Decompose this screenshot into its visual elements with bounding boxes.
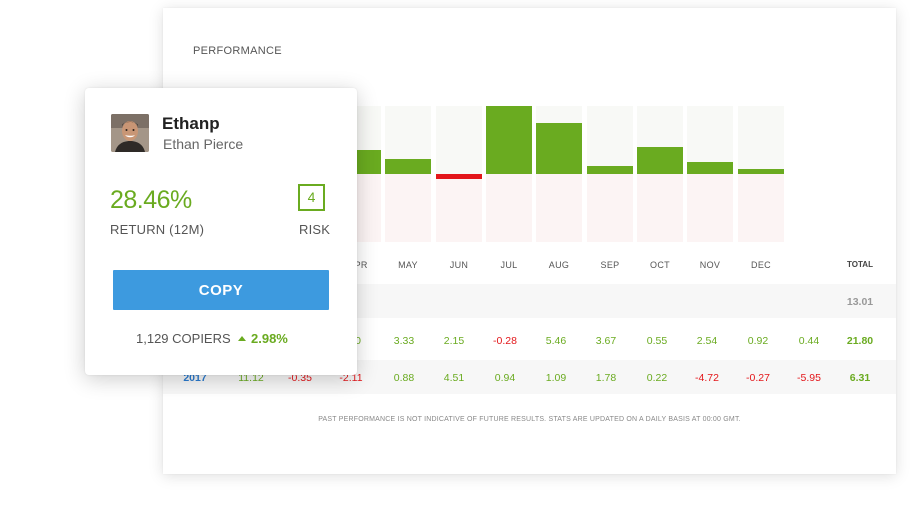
month-label: JUL: [500, 260, 518, 270]
bar-background: [385, 174, 431, 242]
bar-column: [738, 106, 784, 242]
bar-background: [436, 106, 482, 174]
month-label: SEP: [600, 260, 620, 270]
row-year: 2017: [183, 372, 207, 384]
row-cell: -2.11: [339, 372, 363, 384]
row-cell: -0.35: [288, 372, 312, 384]
row-cell: 0.88: [393, 372, 415, 384]
performance-title: PERFORMANCE: [193, 45, 282, 57]
month-label: AUG: [548, 260, 570, 270]
row-cell: 0.44: [798, 335, 820, 347]
bar-oct[interactable]: [637, 146, 683, 174]
row-total: 21.80: [846, 335, 874, 347]
bar-jun[interactable]: [436, 174, 482, 179]
trader-full-name: Ethan Pierce: [163, 136, 244, 152]
trader-card: Ethanp Ethan Pierce 28.46% RETURN (12M) …: [85, 88, 357, 375]
row-cell: 4.51: [443, 372, 465, 384]
bar-nov[interactable]: [687, 161, 733, 174]
bar-jul[interactable]: [486, 106, 532, 174]
bar-dec[interactable]: [738, 169, 784, 174]
bar-background: [536, 174, 582, 242]
bar-column: [637, 106, 683, 242]
row-cell: 5.46: [545, 335, 567, 347]
month-label: JUN: [449, 260, 469, 270]
bar-column: [385, 106, 431, 242]
risk-label: RISK: [299, 222, 331, 237]
disclaimer: PAST PERFORMANCE IS NOT INDICATIVE OF FU…: [318, 416, 741, 423]
month-label: NOV: [699, 260, 721, 270]
bar-background: [587, 174, 633, 242]
bar-background: [637, 174, 683, 242]
row-cell: 3.33: [393, 335, 415, 347]
bar-background: [687, 174, 733, 242]
row-cell: 2.15: [443, 335, 465, 347]
row-cell: 0: [355, 335, 361, 347]
copiers-change-value: 2.98%: [251, 331, 288, 346]
total-header: TOTAL: [847, 260, 873, 269]
row-cell: 2.54: [696, 335, 718, 347]
bar-background: [738, 174, 784, 242]
row-cell: 3.67: [595, 335, 617, 347]
row-total: 6.31: [849, 372, 871, 384]
risk-score-badge: 4: [298, 184, 325, 211]
row-cell: -4.72: [695, 372, 719, 384]
row-cell: -0.27: [746, 372, 770, 384]
bar-background: [738, 106, 784, 174]
copiers-change: 2.98%: [238, 331, 288, 346]
row-cell: -5.95: [797, 372, 821, 384]
bar-aug[interactable]: [536, 122, 582, 174]
row-total: 13.01: [846, 296, 874, 308]
row-cell: 1.09: [545, 372, 567, 384]
bar-column: [687, 106, 733, 242]
month-label: DEC: [751, 260, 771, 270]
row-cell: 0.22: [646, 372, 668, 384]
bar-column: [587, 106, 633, 242]
copy-button[interactable]: COPY: [113, 270, 329, 310]
trader-username[interactable]: Ethanp: [162, 114, 220, 133]
bar-background: [486, 174, 532, 242]
bar-background: [587, 106, 633, 174]
row-cell: 0.94: [494, 372, 516, 384]
row-cell: 0.55: [646, 335, 668, 347]
avatar-image: [111, 114, 149, 152]
row-cell: 11.12: [238, 372, 264, 384]
bar-background: [436, 174, 482, 242]
bar-column: [536, 106, 582, 242]
row-cell: -0.28: [493, 335, 517, 347]
bar-may[interactable]: [385, 158, 431, 174]
bar-sep[interactable]: [587, 165, 633, 174]
return-label: RETURN (12M): [110, 222, 205, 237]
month-label: MAY: [398, 260, 418, 270]
row-cell: 0.92: [747, 335, 769, 347]
performance-panel: PERFORMANCE RAPRMAYJUNJULAUGSEPOCTNOVDEC…: [163, 8, 896, 474]
row-cell: 1.78: [595, 372, 617, 384]
bar-column: [436, 106, 482, 242]
month-label: APR: [348, 260, 368, 270]
arrow-up-icon: [238, 336, 246, 341]
copiers-count: 1,129 COPIERS: [136, 331, 231, 346]
avatar[interactable]: [111, 114, 149, 152]
month-label: OCT: [650, 260, 670, 270]
return-value: 28.46%: [110, 186, 192, 214]
bar-column: [486, 106, 532, 242]
